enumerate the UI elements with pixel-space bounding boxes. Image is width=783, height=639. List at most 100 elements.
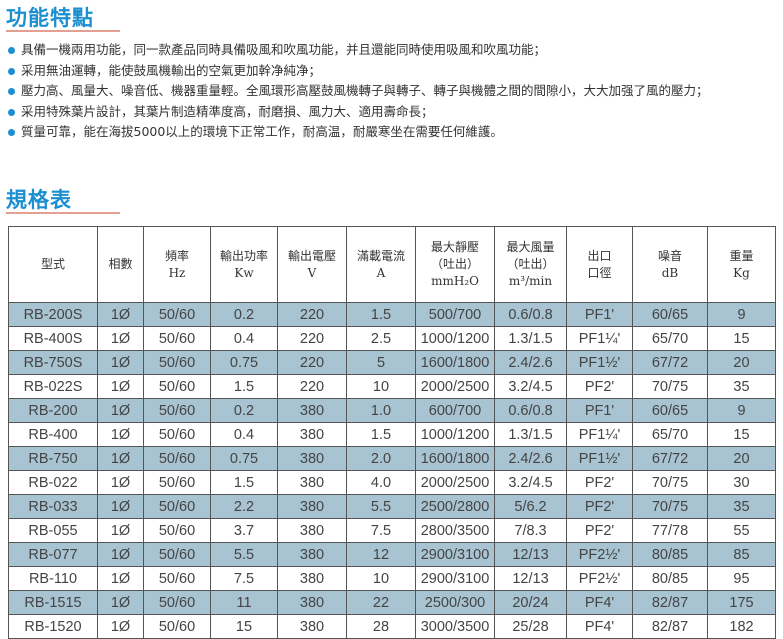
table-cell: 1.5 [210, 470, 278, 495]
feature-item: 采用特殊葉片設計，其葉片制造精準度高，耐磨損、風力大、適用壽命長； [6, 102, 781, 123]
table-cell: 11 [210, 590, 278, 615]
table-cell: 1.5 [346, 302, 416, 327]
table-cell: 50/60 [143, 350, 211, 375]
table-cell: 1.3/1.5 [494, 326, 567, 351]
table-cell: 1Ø [97, 398, 144, 423]
table-cell: 220 [277, 302, 347, 327]
table-cell: PF2' [566, 518, 633, 543]
table-cell: 55 [707, 518, 776, 543]
table-cell: 600/700 [415, 398, 495, 423]
column-header-line: 最大風量 [506, 240, 555, 254]
table-row: RB-200 1Ø 50/60 0.2 380 1.0 600/700 0.6/0.8 PF1'… [8, 398, 776, 423]
table-cell: 35 [707, 494, 776, 519]
table-cell: 380 [277, 590, 347, 615]
column-header: 頻率 Hz [143, 226, 211, 303]
table-cell: 20 [707, 446, 776, 471]
table-cell: 9 [707, 398, 776, 423]
table-cell: RB-1515 [8, 590, 98, 615]
table-cell: 2000/2500 [415, 374, 495, 399]
table-cell: 1600/1800 [415, 350, 495, 375]
table-cell: 85 [707, 542, 776, 567]
spec-header-row: 型式 相數 頻率 Hz 輸出功率 Kw 輸出電壓 V 滿載電流 A 最大靜壓 （吐出） mmH₂O 最大風… [8, 226, 776, 303]
table-cell: PF1' [566, 302, 633, 327]
table-cell: RB-200 [8, 398, 98, 423]
table-cell: 20 [707, 350, 776, 375]
table-cell: 10 [346, 566, 416, 591]
bullet-icon [8, 47, 15, 54]
table-cell: 1Ø [97, 542, 144, 567]
feature-text: 質量可靠，能在海拔5000以上的環境下正常工作，耐高温，耐嚴寒坐在需要任何維護。 [21, 124, 503, 139]
features-list: 具備一機兩用功能，同一款產品同時具備吸風和吹風功能，并且還能同時使用吸風和吹風功… [6, 40, 781, 143]
bullet-icon [8, 129, 15, 136]
table-cell: 0.2 [210, 398, 278, 423]
table-cell: 12/13 [494, 542, 567, 567]
column-header-line: Kg [733, 265, 750, 280]
table-cell: PF4' [566, 614, 633, 639]
table-cell: 1Ø [97, 494, 144, 519]
table-cell: PF2' [566, 374, 633, 399]
table-cell: 0.4 [210, 422, 278, 447]
table-cell: PF2' [566, 494, 633, 519]
column-header-line: 滿載電流 [356, 248, 405, 263]
table-cell: 2500/300 [415, 590, 495, 615]
table-cell: 7.5 [210, 566, 278, 591]
table-cell: 3.2/4.5 [494, 374, 567, 399]
table-cell: 50/60 [143, 518, 211, 543]
table-cell: 12 [346, 542, 416, 567]
table-cell: 10 [346, 374, 416, 399]
features-title: 功能特點 [6, 6, 94, 30]
table-cell: 15 [210, 614, 278, 639]
table-cell: RB-750S [8, 350, 98, 375]
column-header: 滿載電流 A [346, 226, 416, 303]
column-header-line: 噪音 [657, 248, 682, 263]
table-cell: 67/72 [632, 446, 708, 471]
table-cell: 380 [277, 542, 347, 567]
table-cell: 1Ø [97, 422, 144, 447]
table-cell: 220 [277, 326, 347, 351]
table-cell: 5 [346, 350, 416, 375]
table-cell: PF1½' [566, 350, 633, 375]
feature-item: 質量可靠，能在海拔5000以上的環境下正常工作，耐高温，耐嚴寒坐在需要任何維護。 [6, 122, 781, 143]
column-header: 相數 [97, 226, 144, 303]
table-row: RB-750S 1Ø 50/60 0.75 220 5 1600/1800 2.4/2.6 PF… [8, 350, 776, 375]
table-cell: 50/60 [143, 446, 211, 471]
feature-text: 具備一機兩用功能，同一款產品同時具備吸風和吹風功能，并且還能同時使用吸風和吹風功… [21, 42, 547, 57]
feature-text: 壓力高、風量大、噪音低、機器重量輕。全風環形高壓鼓風機轉子與轉子、轉子與機體之間… [21, 83, 709, 98]
column-header-line: 輸出功率 [219, 248, 268, 263]
table-cell: 1Ø [97, 374, 144, 399]
table-cell: 220 [277, 374, 347, 399]
table-cell: RB-750 [8, 446, 98, 471]
table-cell: 12/13 [494, 566, 567, 591]
table-cell: 0.6/0.8 [494, 398, 567, 423]
table-cell: RB-400S [8, 326, 98, 351]
table-cell: 1Ø [97, 590, 144, 615]
table-cell: 50/60 [143, 542, 211, 567]
table-cell: 60/65 [632, 302, 708, 327]
table-cell: 2.5 [346, 326, 416, 351]
table-cell: 50/60 [143, 374, 211, 399]
column-header-line: 最大靜壓 [430, 240, 479, 254]
table-cell: 3.2/4.5 [494, 470, 567, 495]
table-cell: 70/75 [632, 470, 708, 495]
table-cell: PF1¼' [566, 326, 633, 351]
table-cell: PF1¼' [566, 422, 633, 447]
table-cell: RB-022 [8, 470, 98, 495]
table-row: RB-055 1Ø 50/60 3.7 380 7.5 2800/3500 7/8.3 PF2'… [8, 518, 776, 543]
column-header-line: mmH₂O [431, 274, 479, 288]
table-cell: 60/65 [632, 398, 708, 423]
table-cell: 3000/3500 [415, 614, 495, 639]
table-cell: 77/78 [632, 518, 708, 543]
table-cell: 7.5 [346, 518, 416, 543]
table-row: RB-022S 1Ø 50/60 1.5 220 10 2000/2500 3.2/4.5 PF… [8, 374, 776, 399]
table-row: RB-110 1Ø 50/60 7.5 380 10 2900/3100 12/13 PF2½'… [8, 566, 776, 591]
table-cell: 5.5 [346, 494, 416, 519]
table-cell: PF1' [566, 398, 633, 423]
table-cell: RB-077 [8, 542, 98, 567]
table-row: RB-1520 1Ø 50/60 15 380 28 3000/3500 25/28 PF4' 8… [8, 614, 776, 639]
feature-item: 壓力高、風量大、噪音低、機器重量輕。全風環形高壓鼓風機轉子與轉子、轉子與機體之間… [6, 81, 781, 102]
table-cell: 380 [277, 518, 347, 543]
table-cell: PF2½' [566, 566, 633, 591]
column-header-line: 口徑 [587, 265, 612, 280]
column-header-line: 出口 [587, 248, 612, 263]
column-header-line: Kw [234, 265, 254, 280]
